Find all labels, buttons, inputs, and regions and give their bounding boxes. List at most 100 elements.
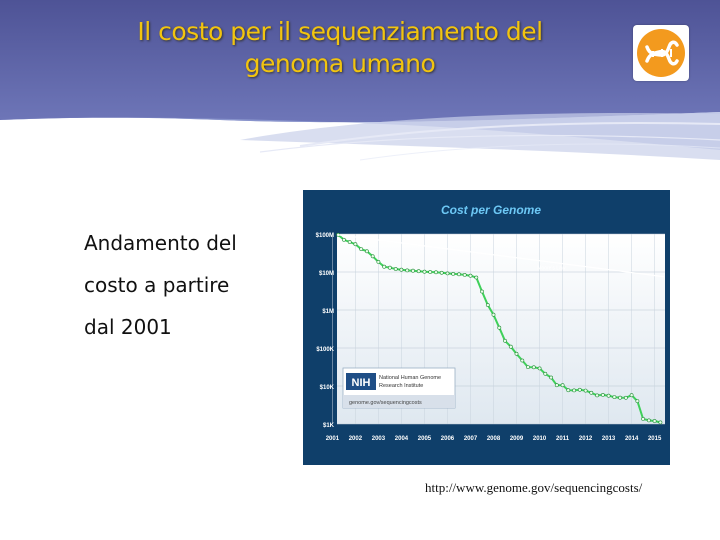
data-point (554, 383, 559, 388)
x-tick-label: 2007 (464, 436, 478, 442)
series-layer: Moore's Law (336, 232, 664, 425)
cost-per-genome-chart: Cost per Genome $100M $10M $1M $100K $10K $1K… (303, 190, 670, 465)
description-line-1: Andamento del (84, 231, 237, 255)
data-point (635, 399, 640, 404)
data-point (451, 272, 456, 276)
data-point (468, 273, 473, 278)
data-point (439, 270, 444, 275)
description-line-3: dal 2001 (84, 315, 172, 339)
title-line-1: Il costo per il sequenziamento del (137, 17, 543, 46)
data-point (382, 264, 387, 269)
description-text: Andamento del costo a partire dal 2001 (84, 222, 284, 348)
data-point (370, 254, 375, 259)
y-tick-label: $10K (320, 385, 335, 391)
y-tick-label: $10M (319, 271, 334, 277)
nih-url: genome.gov/sequencingcosts (349, 400, 422, 406)
data-point (583, 388, 588, 393)
data-point (480, 289, 484, 294)
y-axis-ticks: $100M $10M $1M $100K $10K $1K (316, 233, 335, 429)
data-point (543, 371, 548, 376)
data-point (652, 419, 657, 423)
data-point (445, 271, 450, 276)
header-background (0, 0, 720, 161)
y-tick-label: $100K (316, 347, 334, 353)
data-point (434, 270, 438, 275)
data-point (612, 395, 617, 400)
data-point (629, 393, 634, 398)
data-point (577, 387, 582, 392)
data-point (462, 273, 467, 277)
data-point (595, 393, 600, 398)
series-line-moores-law (338, 234, 664, 278)
data-point (416, 269, 421, 274)
y-tick-label: $1M (322, 309, 334, 315)
data-point (606, 393, 611, 398)
x-tick-label: 2011 (556, 436, 570, 442)
data-point (422, 269, 427, 274)
x-tick-label: 2009 (510, 436, 524, 442)
data-point (485, 303, 490, 307)
x-tick-label: 2014 (625, 436, 639, 442)
data-point (405, 268, 410, 273)
y-tick-label: $100M (316, 233, 334, 239)
data-point (359, 247, 364, 252)
data-point (497, 325, 502, 330)
x-tick-label: 2008 (487, 436, 501, 442)
description-line-2: costo a partire (84, 273, 230, 297)
x-tick-label: 2006 (441, 436, 455, 442)
data-point (457, 272, 461, 277)
slide-header: Il costo per il sequenziamento del genom… (0, 0, 720, 165)
x-tick-label: 2010 (533, 436, 547, 442)
data-point (399, 267, 404, 272)
data-point (491, 312, 496, 317)
x-axis-ticks: 2001 2002 2003 2004 2005 2006 2007 2008 2009 2010… (326, 436, 662, 442)
nih-line-1: National Human Genome (379, 375, 441, 381)
data-point (589, 390, 594, 395)
x-tick-label: 2001 (326, 436, 340, 442)
source-link[interactable]: http://www.genome.gov/sequencingcosts/ (425, 480, 643, 495)
data-point (600, 392, 605, 397)
data-point (514, 351, 519, 356)
dna-helix-icon (633, 25, 689, 81)
chart-title: Cost per Genome (441, 203, 541, 217)
y-tick-label: $1K (323, 423, 335, 429)
data-point (347, 240, 352, 244)
data-point (508, 344, 513, 349)
data-point (537, 366, 542, 371)
title-line-2: genoma umano (244, 49, 436, 78)
data-point (560, 383, 565, 388)
data-point (388, 265, 392, 270)
nih-logo-text: NIH (352, 377, 371, 389)
x-tick-label: 2002 (349, 436, 363, 442)
data-point (428, 270, 433, 274)
data-point (641, 416, 646, 421)
x-tick-label: 2004 (395, 436, 409, 442)
data-point (531, 365, 536, 370)
data-point (618, 395, 623, 400)
data-point (520, 358, 525, 363)
nih-box: NIH National Human Genome Research Insti… (342, 367, 456, 409)
data-point (393, 267, 398, 271)
data-point (474, 275, 479, 280)
data-point (566, 388, 571, 393)
data-point (503, 338, 507, 343)
data-point (411, 268, 415, 273)
moores-law-label: Moore's Law (537, 266, 566, 272)
chart-svg: Cost per Genome $100M $10M $1M $100K $10K $1K… (316, 203, 665, 442)
data-point (376, 260, 381, 264)
nih-line-2: Research Institute (379, 383, 423, 389)
data-point (365, 249, 369, 254)
data-point (623, 395, 628, 400)
data-point (646, 418, 651, 423)
data-point (353, 242, 358, 247)
data-point (658, 420, 663, 425)
x-tick-label: 2012 (579, 436, 593, 442)
data-point (549, 375, 554, 380)
x-tick-label: 2003 (372, 436, 386, 442)
slide-title: Il costo per il sequenziamento del genom… (60, 16, 620, 80)
x-tick-label: 2013 (602, 436, 616, 442)
x-tick-label: 2015 (648, 436, 662, 442)
data-point (526, 365, 530, 370)
data-point (342, 237, 346, 242)
data-point (572, 388, 577, 393)
